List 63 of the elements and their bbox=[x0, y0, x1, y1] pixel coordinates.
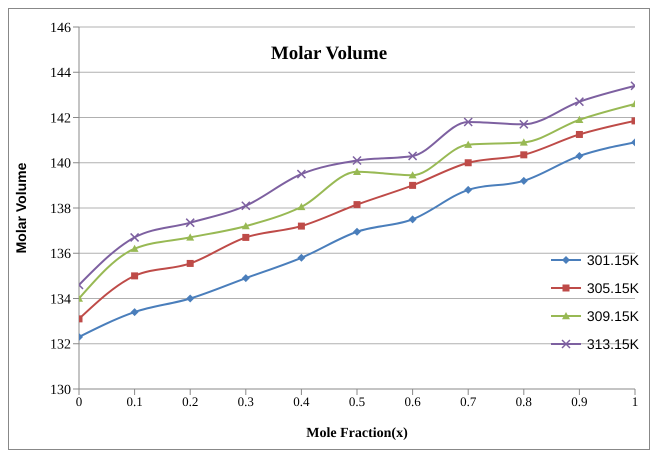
legend-label: 313.15K bbox=[586, 336, 639, 352]
point bbox=[353, 228, 361, 236]
point bbox=[575, 116, 584, 123]
point bbox=[241, 200, 251, 210]
point bbox=[574, 96, 584, 106]
point bbox=[464, 140, 472, 148]
point bbox=[520, 138, 528, 146]
point bbox=[186, 260, 194, 267]
point bbox=[130, 244, 139, 252]
point bbox=[352, 156, 362, 166]
x-tick-label: 0.4 bbox=[293, 394, 310, 410]
legend-label: 301.15K bbox=[586, 252, 639, 268]
point bbox=[186, 294, 194, 302]
point bbox=[463, 117, 473, 127]
point bbox=[464, 186, 472, 194]
x-tick-label: 1 bbox=[632, 394, 638, 410]
point bbox=[297, 254, 306, 262]
point bbox=[186, 233, 194, 241]
text: Molar Volume bbox=[270, 43, 388, 64]
y-tick-label: 146 bbox=[50, 20, 71, 36]
y-tick-label: 130 bbox=[50, 382, 71, 398]
x-tick-label: 0.2 bbox=[182, 394, 198, 410]
y-tick-label: 140 bbox=[50, 156, 71, 172]
y-tick-label: 144 bbox=[50, 66, 71, 82]
x-tick-label: 0.9 bbox=[571, 394, 588, 410]
x-tick-label: 0.3 bbox=[238, 394, 254, 410]
y-axis-title: Molar Volume bbox=[12, 162, 29, 254]
point bbox=[520, 151, 528, 158]
legend-label: 305.15K bbox=[586, 280, 639, 296]
point bbox=[131, 272, 138, 280]
point bbox=[130, 308, 139, 316]
point bbox=[298, 222, 305, 230]
y-tick-label: 138 bbox=[50, 202, 71, 217]
y-tick-label: 134 bbox=[50, 292, 71, 308]
point bbox=[242, 274, 250, 282]
point bbox=[408, 171, 417, 178]
x-tick-label: 0.8 bbox=[516, 394, 532, 410]
x-tick-label: 0.1 bbox=[126, 394, 143, 410]
point bbox=[296, 169, 306, 179]
point bbox=[409, 182, 416, 189]
point bbox=[519, 120, 529, 130]
y-tick-label: 142 bbox=[50, 111, 71, 126]
point bbox=[354, 201, 360, 208]
point bbox=[408, 215, 417, 224]
point bbox=[408, 151, 418, 161]
point bbox=[576, 130, 583, 138]
point bbox=[464, 159, 472, 166]
point bbox=[242, 222, 250, 230]
x-tick-label: 0.7 bbox=[460, 394, 477, 410]
point bbox=[130, 232, 140, 242]
y-tick-label: 136 bbox=[50, 247, 71, 262]
x-axis-title: Mole Fraction(x) bbox=[306, 426, 408, 441]
point bbox=[575, 152, 584, 160]
point bbox=[520, 176, 528, 185]
point bbox=[353, 168, 361, 175]
x-tick-label: 0 bbox=[76, 394, 82, 410]
legend-label: 309.15K bbox=[586, 308, 639, 324]
point bbox=[297, 202, 306, 210]
x-tick-label: 0.6 bbox=[404, 394, 422, 410]
point bbox=[185, 218, 195, 228]
point bbox=[242, 234, 250, 241]
y-tick-label: 132 bbox=[50, 338, 71, 353]
x-tick-label: 0.5 bbox=[348, 394, 366, 410]
